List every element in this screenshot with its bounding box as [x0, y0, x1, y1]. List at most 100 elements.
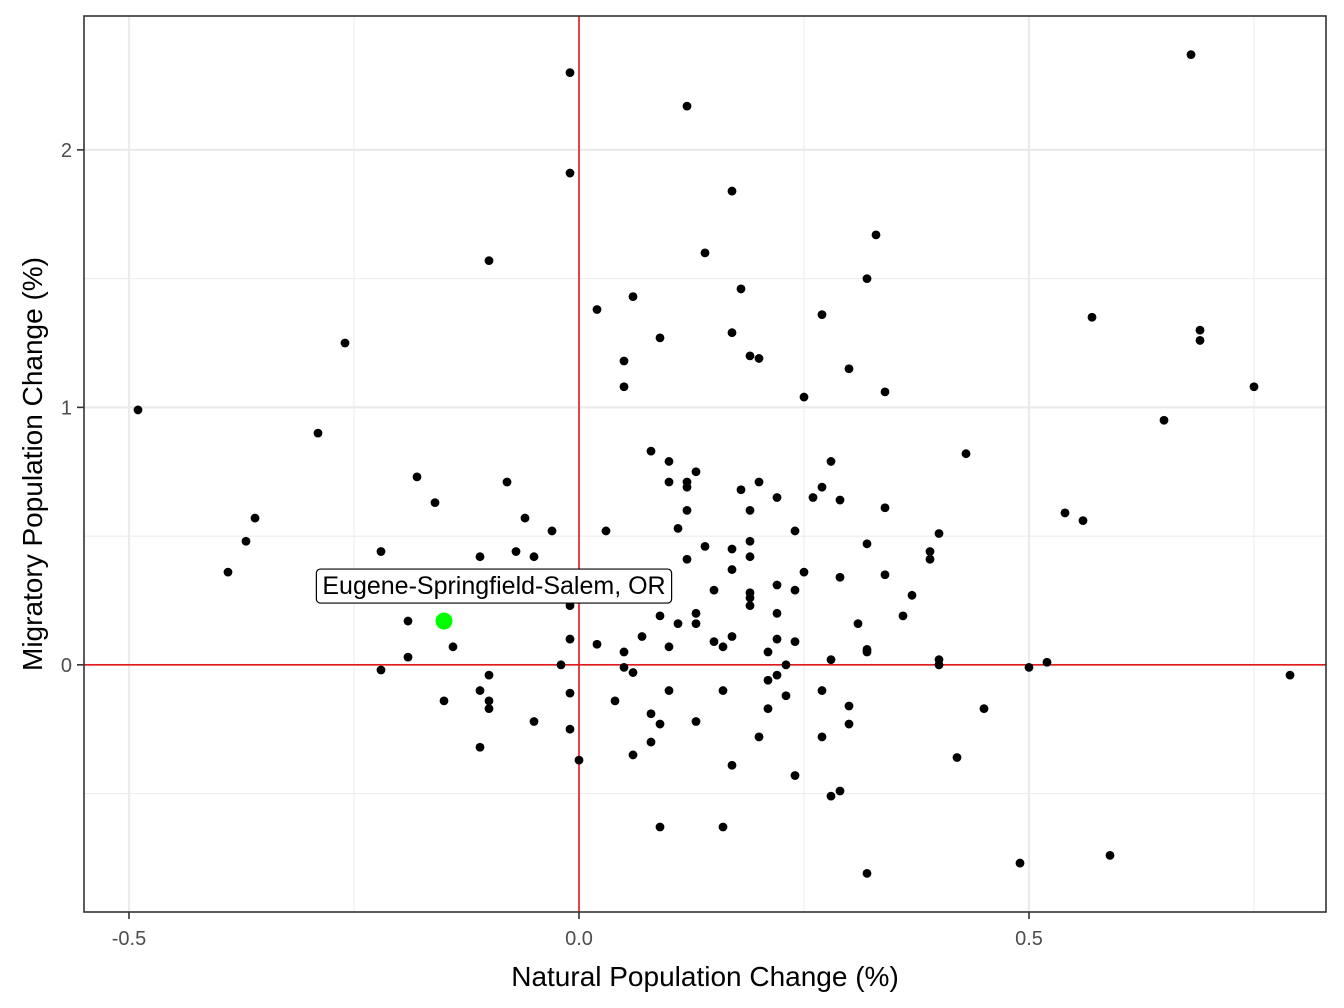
data-point — [376, 665, 386, 675]
data-point — [862, 868, 872, 878]
data-point — [880, 503, 890, 513]
data-point — [835, 495, 845, 505]
data-point — [718, 686, 728, 695]
y-axis-ticks: 0 1 2 — [61, 140, 84, 677]
data-point — [610, 696, 620, 706]
data-point — [826, 655, 836, 665]
data-point — [790, 771, 800, 780]
data-point — [619, 382, 629, 392]
data-point — [781, 691, 791, 701]
data-point — [592, 305, 602, 314]
data-point — [565, 688, 575, 698]
data-point — [754, 732, 764, 742]
data-point — [664, 457, 674, 466]
data-point — [1105, 850, 1115, 860]
data-point — [745, 552, 755, 562]
data-point — [880, 387, 890, 397]
data-point — [952, 753, 962, 762]
y-tick-label: 2 — [61, 140, 72, 162]
data-point — [1060, 508, 1070, 518]
data-point — [763, 647, 773, 657]
data-point — [502, 477, 512, 487]
data-point — [790, 526, 800, 536]
data-point — [979, 704, 989, 713]
data-point — [529, 552, 539, 562]
data-point — [835, 786, 845, 796]
data-point — [763, 675, 773, 685]
data-point — [673, 619, 683, 629]
highlight-label-box — [315, 568, 673, 604]
data-point — [241, 536, 251, 546]
data-point — [790, 637, 800, 647]
data-point — [475, 686, 485, 695]
y-axis-title: Migratory Population Change (%) — [17, 257, 48, 671]
data-point — [592, 639, 602, 649]
data-point — [484, 256, 494, 265]
data-point — [844, 701, 854, 711]
data-point — [520, 513, 530, 523]
data-point — [1024, 663, 1034, 672]
highlight-group: Eugene-Springfield-Salem, OR — [315, 568, 673, 630]
data-point — [718, 822, 728, 832]
highlight-label: Eugene-Springfield-Salem, OR — [322, 572, 665, 600]
data-point — [655, 719, 665, 729]
data-point — [511, 547, 521, 556]
y-tick-label: 1 — [61, 397, 72, 419]
data-point — [628, 668, 638, 677]
data-point — [565, 68, 575, 78]
data-point — [547, 526, 557, 536]
y-tick-label: 0 — [61, 655, 72, 677]
data-point — [1249, 382, 1259, 392]
data-point — [844, 364, 854, 374]
data-point — [682, 482, 692, 492]
data-point — [691, 619, 701, 629]
data-point — [1015, 858, 1025, 868]
data-point — [934, 660, 944, 670]
data-point — [745, 593, 755, 603]
data-point — [727, 565, 737, 574]
data-point — [925, 554, 935, 564]
data-point — [727, 544, 737, 554]
data-point — [934, 529, 944, 538]
data-point — [655, 611, 665, 621]
data-point — [682, 554, 692, 564]
data-point — [1087, 312, 1097, 322]
data-point — [664, 686, 674, 695]
data-point — [907, 590, 917, 600]
data-point — [691, 608, 701, 618]
data-point — [826, 791, 836, 801]
data-point — [484, 670, 494, 680]
data-point — [1078, 516, 1088, 526]
data-point — [772, 493, 782, 502]
data-point — [844, 719, 854, 729]
data-point — [745, 536, 755, 546]
data-point — [763, 704, 773, 713]
data-point — [565, 634, 575, 644]
data-point — [655, 822, 665, 832]
data-point — [691, 717, 701, 726]
data-point — [880, 570, 890, 580]
data-point — [1042, 657, 1052, 667]
data-point — [403, 652, 413, 662]
data-point — [898, 611, 908, 621]
data-point — [862, 647, 872, 657]
data-point — [619, 356, 629, 366]
data-point — [772, 580, 782, 590]
data-point — [601, 526, 611, 536]
data-point — [817, 686, 827, 695]
data-point — [1285, 670, 1295, 680]
data-point — [412, 472, 422, 482]
data-point — [817, 732, 827, 742]
data-point — [484, 696, 494, 706]
data-point — [754, 354, 764, 363]
panel-border — [83, 15, 1327, 913]
data-point — [790, 585, 800, 595]
data-point — [925, 547, 935, 556]
data-point — [772, 670, 782, 680]
data-point — [781, 660, 791, 670]
data-point — [682, 505, 692, 515]
data-point — [565, 168, 575, 178]
data-point — [736, 284, 746, 294]
data-point — [772, 608, 782, 618]
